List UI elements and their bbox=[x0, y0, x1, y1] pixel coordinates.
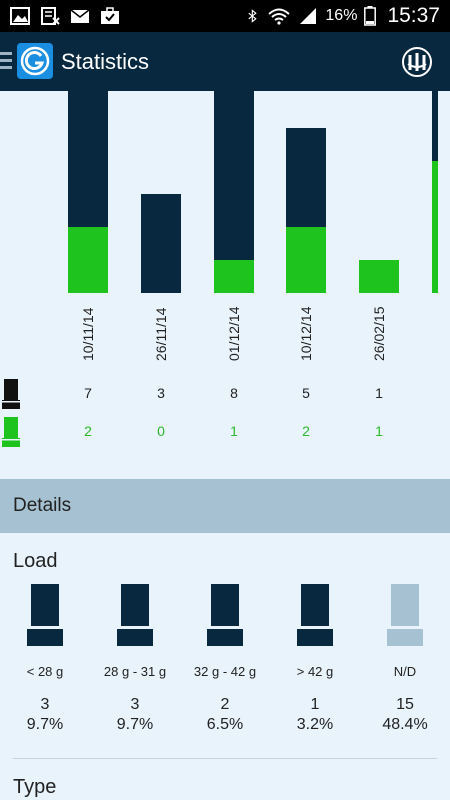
legend-shots-row: 7 3 8 5 1 bbox=[0, 379, 450, 409]
load-percent: 9.7% bbox=[26, 716, 64, 733]
shots-value-2: 8 bbox=[230, 385, 238, 401]
tick-label-4: 26/02/15 bbox=[371, 306, 387, 361]
tick-label-1: 26/11/14 bbox=[153, 307, 169, 361]
briefcase-check-icon bbox=[101, 7, 119, 24]
bar-hits-offscreen bbox=[432, 161, 438, 293]
load-percent: 9.7% bbox=[116, 716, 154, 733]
wifi-icon bbox=[268, 8, 291, 25]
sessions-chart: 10/11/14 26/11/14 01/12/14 10/12/14 26/02/15… bbox=[0, 91, 450, 475]
bar-hits-3 bbox=[286, 227, 326, 293]
menu-icon[interactable] bbox=[0, 52, 12, 70]
load-label: > 42 g bbox=[296, 664, 334, 679]
load-count: 3 bbox=[130, 696, 140, 713]
cartridge-icon bbox=[27, 584, 63, 646]
app-bar: Statistics bbox=[0, 32, 450, 91]
chart-canvas: 10/11/14 26/11/14 01/12/14 10/12/14 26/02/15 bbox=[68, 91, 438, 361]
details-title: Details bbox=[13, 495, 72, 516]
load-label: 32 g - 42 g bbox=[193, 664, 257, 679]
load-label: N/D bbox=[393, 664, 417, 679]
cartridge-icon bbox=[297, 584, 333, 646]
tick-label-2: 01/12/14 bbox=[226, 306, 242, 361]
notification-icons bbox=[10, 0, 120, 32]
bar-shots-offscreen bbox=[432, 91, 438, 161]
shots-value-4: 1 bbox=[375, 385, 383, 401]
load-count: 15 bbox=[396, 696, 414, 713]
app-logo[interactable] bbox=[17, 43, 53, 79]
hits-value-0: 2 bbox=[84, 423, 92, 439]
shots-value-0: 7 bbox=[84, 385, 92, 401]
load-item: 32 g - 42 g 2 6.5% bbox=[180, 584, 270, 734]
load-item: < 28 g 3 9.7% bbox=[0, 584, 90, 734]
bar-hits-2 bbox=[214, 260, 254, 293]
hits-value-1: 0 bbox=[157, 423, 165, 439]
hits-value-2: 1 bbox=[230, 423, 238, 439]
load-count: 1 bbox=[310, 696, 320, 713]
load-title: Load bbox=[13, 550, 58, 572]
brand-icon[interactable] bbox=[401, 46, 433, 78]
details-header[interactable]: Details bbox=[0, 479, 450, 533]
bar-shots-2 bbox=[214, 91, 254, 293]
hit-cartridge-icon bbox=[2, 417, 20, 447]
type-title: Type bbox=[13, 776, 57, 798]
calendar-x-icon bbox=[41, 7, 60, 25]
battery-percent: 16% bbox=[325, 7, 358, 24]
hits-value-3: 2 bbox=[302, 423, 310, 439]
clock: 15:37 bbox=[387, 4, 440, 27]
load-percent: 3.2% bbox=[296, 716, 334, 733]
signal-icon bbox=[300, 8, 317, 24]
battery-icon bbox=[364, 6, 377, 26]
load-label: < 28 g bbox=[26, 664, 64, 679]
mail-icon bbox=[70, 9, 90, 23]
status-bar: 16% 15:37 bbox=[0, 0, 450, 32]
load-count: 2 bbox=[220, 696, 230, 713]
load-item: N/D 15 48.4% bbox=[360, 584, 450, 734]
load-count: 3 bbox=[40, 696, 50, 713]
bar-hits-0 bbox=[68, 227, 108, 293]
bar-shots-1 bbox=[141, 194, 181, 293]
shot-cartridge-icon bbox=[2, 379, 20, 409]
system-icons: 16% 15:37 bbox=[246, 0, 440, 32]
bluetooth-icon bbox=[248, 9, 258, 23]
tick-label-3: 10/12/14 bbox=[298, 306, 314, 361]
load-item: 28 g - 31 g 3 9.7% bbox=[90, 584, 180, 734]
load-label: 28 g - 31 g bbox=[103, 664, 167, 679]
shots-value-1: 3 bbox=[157, 385, 165, 401]
load-percent: 6.5% bbox=[206, 716, 244, 733]
load-percent: 48.4% bbox=[382, 716, 428, 733]
cartridge-icon bbox=[207, 584, 243, 646]
gallery-icon bbox=[10, 7, 30, 25]
divider bbox=[13, 758, 437, 759]
cartridge-icon bbox=[117, 584, 153, 646]
load-item: > 42 g 1 3.2% bbox=[270, 584, 360, 734]
hits-value-4: 1 bbox=[375, 423, 383, 439]
bar-hits-4 bbox=[359, 260, 399, 293]
cartridge-icon bbox=[387, 584, 423, 646]
shots-value-3: 5 bbox=[302, 385, 310, 401]
legend-hits-row: 2 0 1 2 1 bbox=[0, 417, 450, 447]
page-title: Statistics bbox=[61, 49, 150, 74]
tick-label-0: 10/11/14 bbox=[80, 307, 96, 361]
